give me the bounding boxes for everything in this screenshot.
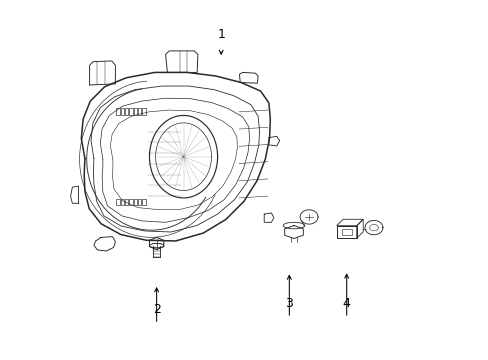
Bar (138, 199, 141, 205)
Bar (116, 108, 120, 115)
Bar (341, 229, 351, 235)
Bar (129, 199, 132, 205)
Bar (121, 199, 124, 205)
Text: 4: 4 (342, 297, 350, 310)
Bar (142, 199, 145, 205)
Text: 3: 3 (285, 297, 293, 310)
Bar (142, 108, 145, 115)
Bar (336, 226, 356, 238)
Bar (116, 199, 120, 205)
Bar (125, 199, 128, 205)
Bar (121, 108, 124, 115)
Text: 1: 1 (217, 28, 224, 41)
Bar (129, 108, 132, 115)
Text: 2: 2 (152, 303, 160, 316)
Bar (133, 199, 137, 205)
Bar (133, 108, 137, 115)
Bar (125, 108, 128, 115)
Bar (138, 108, 141, 115)
